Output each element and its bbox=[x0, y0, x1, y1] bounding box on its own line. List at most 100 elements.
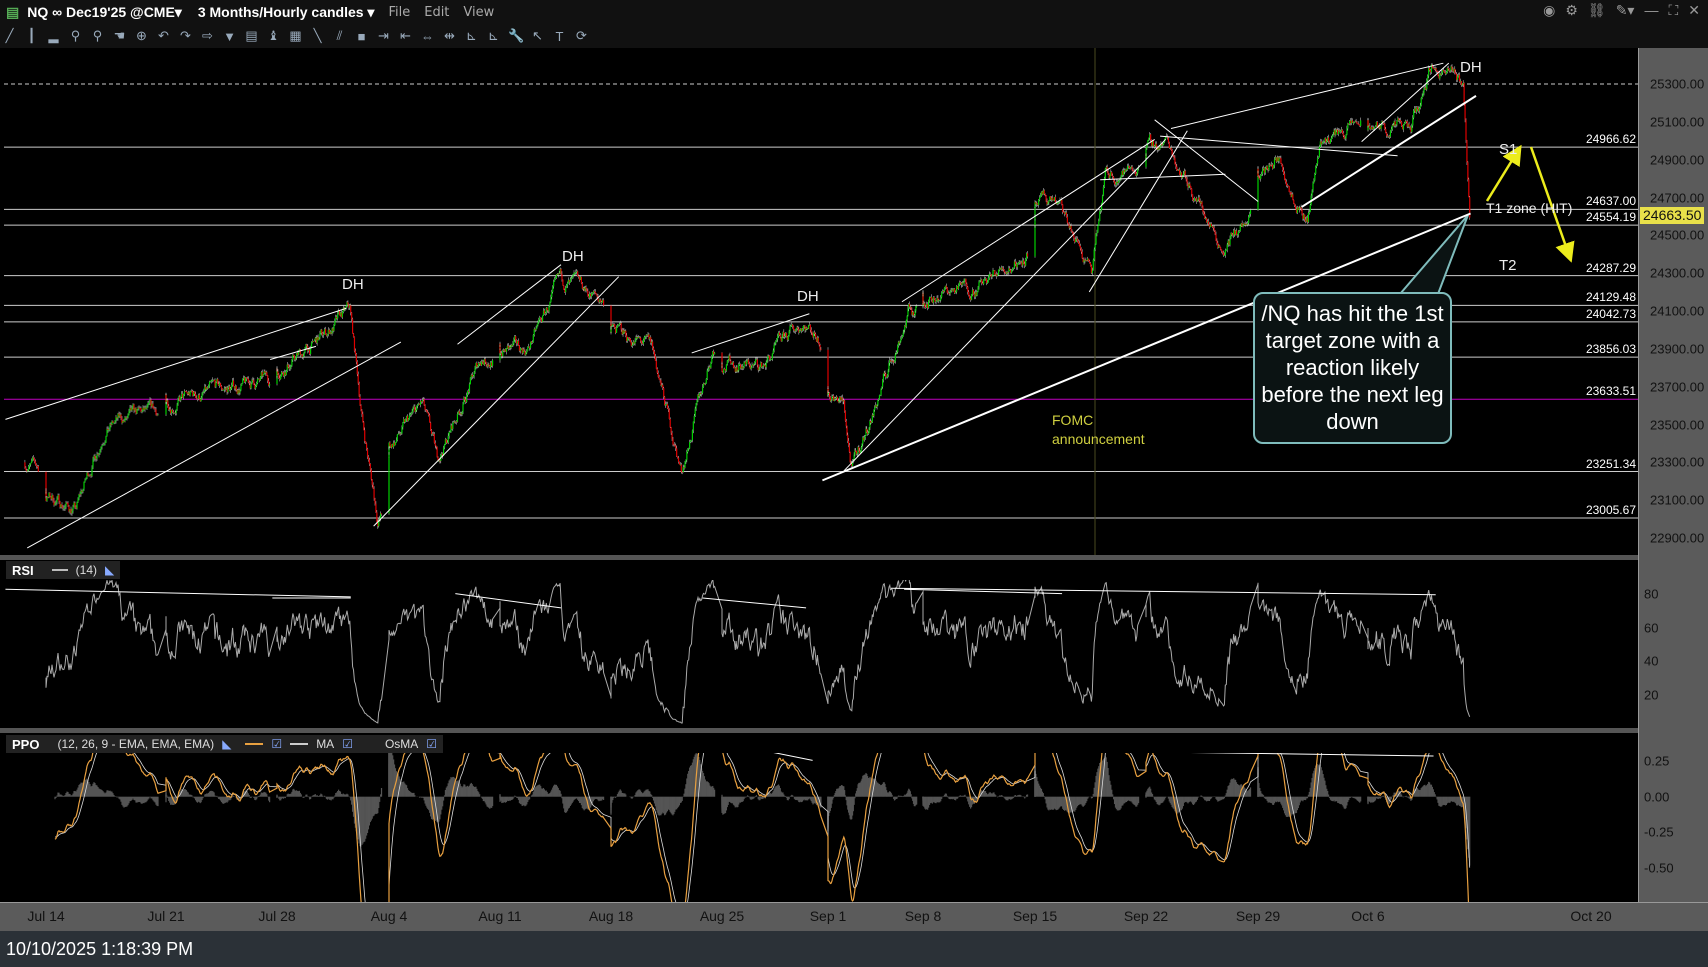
level-label: 23633.51 bbox=[1585, 384, 1636, 399]
time-tick-label: Aug 4 bbox=[370, 908, 408, 924]
fomc-label-line: FOMC bbox=[1052, 412, 1094, 428]
timestamp: 10/10/2025 1:18:39 PM bbox=[6, 939, 194, 959]
ppo-title: PPO bbox=[12, 736, 40, 752]
minimize-icon[interactable]: — bbox=[1644, 2, 1659, 18]
osma-label: OsMA bbox=[384, 737, 419, 751]
price-tick-label: 24500.00 bbox=[1650, 227, 1705, 243]
price-tick-label: 24100.00 bbox=[1650, 303, 1705, 319]
ppo-panel[interactable] bbox=[0, 733, 1638, 902]
record-icon[interactable]: ◉ bbox=[1543, 2, 1556, 18]
price-tick-label: 23500.00 bbox=[1650, 417, 1705, 432]
price-axis[interactable] bbox=[1638, 48, 1708, 902]
forward-icon[interactable]: ⇨ bbox=[202, 28, 213, 43]
panel-divider[interactable] bbox=[0, 728, 1638, 733]
level-label: 24042.73 bbox=[1585, 306, 1636, 321]
ppo-params: (12, 26, 9 - EMA, EMA, EMA) bbox=[57, 737, 215, 751]
rsi-title: RSI bbox=[12, 562, 34, 578]
level-label: 23856.03 bbox=[1585, 342, 1636, 357]
cursor-icon[interactable]: ↖ bbox=[532, 28, 543, 43]
fomc-label-line: announcement bbox=[1052, 431, 1145, 447]
trendline-icon[interactable]: ╲ bbox=[313, 28, 322, 43]
hand-icon[interactable]: ☚ bbox=[113, 28, 126, 43]
strategy-icon[interactable]: ♝ bbox=[267, 28, 280, 43]
rsi-tick-label: 80 bbox=[1644, 586, 1659, 602]
level-label: 24966.62 bbox=[1585, 132, 1636, 147]
time-tick-label: Sep 15 bbox=[1012, 908, 1058, 924]
maximize-icon[interactable]: ⛶ bbox=[1668, 2, 1679, 18]
fomc-label: FOMC announcement bbox=[1052, 411, 1145, 449]
expand-right-icon[interactable]: ⇥ bbox=[378, 28, 389, 43]
zoom-out-icon[interactable]: ⚲ bbox=[92, 28, 103, 43]
ppo-tick-label: 0.00 bbox=[1644, 789, 1670, 805]
rsi-line-swatch bbox=[51, 569, 68, 571]
scale-icon[interactable]: ⊾ bbox=[466, 28, 477, 43]
dropdown-icon[interactable]: ▼ bbox=[223, 28, 236, 44]
expand-left-icon[interactable]: ⇤ bbox=[400, 28, 411, 43]
dh-label: DH bbox=[1460, 59, 1482, 76]
time-tick-label: Sep 8 bbox=[904, 908, 942, 924]
undo-icon[interactable]: ↶ bbox=[158, 28, 169, 43]
symbol-selector[interactable]: NQ ∞ Dec19'25 @CME▾ bbox=[27, 3, 182, 20]
price-tick-label: 23100.00 bbox=[1650, 492, 1705, 508]
last-price-badge: 24663.50 bbox=[1640, 207, 1705, 224]
menu-edit[interactable]: Edit bbox=[424, 4, 450, 20]
bars-icon[interactable]: ┃ bbox=[27, 28, 36, 43]
price-tick-label: 25300.00 bbox=[1650, 76, 1705, 92]
ppo-tick-label: 0.25 bbox=[1644, 753, 1670, 769]
rsi-params: (14) bbox=[75, 563, 98, 577]
ma-checkbox[interactable]: ☑ bbox=[342, 737, 353, 751]
menu-file[interactable]: File bbox=[388, 4, 411, 20]
redo-icon[interactable]: ↷ bbox=[180, 28, 191, 43]
price-tick-label: 23900.00 bbox=[1650, 341, 1705, 357]
osma-checkbox[interactable]: ☑ bbox=[426, 737, 438, 751]
settings-icon[interactable]: ◣ bbox=[222, 737, 232, 751]
wrench-icon[interactable]: 🔧 bbox=[508, 28, 525, 43]
panel-divider[interactable] bbox=[0, 555, 1638, 560]
settings-icon[interactable]: ◣ bbox=[105, 563, 115, 577]
drawing-icon[interactable]: ╱ bbox=[5, 28, 14, 43]
channel-icon[interactable]: ⫽ bbox=[336, 28, 343, 43]
time-tick-label: Jul 28 bbox=[258, 908, 296, 924]
time-tick-label: Sep 22 bbox=[1123, 908, 1169, 924]
menu-view[interactable]: View bbox=[463, 4, 495, 20]
price-tick-label: 23700.00 bbox=[1650, 379, 1705, 395]
refresh-icon[interactable]: ⟳ bbox=[576, 28, 587, 43]
dh-label: DH bbox=[562, 248, 584, 265]
time-tick-label: Aug 11 bbox=[478, 908, 522, 924]
text-icon[interactable]: T bbox=[555, 28, 564, 44]
time-axis[interactable] bbox=[0, 902, 1708, 931]
dh-label: DH bbox=[797, 288, 819, 305]
time-tick-label: Oct 20 bbox=[1570, 908, 1612, 924]
volume-icon[interactable]: ▂ bbox=[48, 28, 59, 43]
time-tick-label: Sep 29 bbox=[1235, 908, 1281, 924]
rsi-tick-label: 60 bbox=[1644, 620, 1659, 636]
crosshair-icon[interactable]: ⊕ bbox=[136, 28, 147, 43]
time-tick-label: Aug 18 bbox=[588, 908, 634, 924]
t2-label: T2 bbox=[1499, 257, 1517, 274]
toolbar: ╱ ┃ ▂ ⚲ ⚲ ☚ ⊕ ↶ ↷ ⇨ ▼ ▤ ♝ ▦ ╲ ⫽ ■ ⇥ ⇤ ⇔ ⇹ ⊾ ⊾ 🔧 ↖ T ⟳ bbox=[0, 24, 1708, 48]
close-icon[interactable]: ✕ bbox=[1688, 2, 1700, 18]
t1-label: T1 zone (HIT) bbox=[1486, 200, 1573, 216]
ppo-checkbox[interactable]: ☑ bbox=[271, 737, 283, 751]
pin-icon[interactable]: ✎▾ bbox=[1615, 2, 1635, 18]
ma-line-swatch bbox=[290, 743, 309, 745]
ppo-tick-label: -0.50 bbox=[1644, 860, 1674, 876]
ma-label: MA bbox=[316, 737, 335, 751]
rsi-tick-label: 20 bbox=[1644, 687, 1659, 703]
scale-alt-icon[interactable]: ⊾ bbox=[488, 28, 499, 43]
time-tick-label: Jul 21 bbox=[147, 908, 185, 924]
ppo-line-swatch bbox=[245, 743, 264, 745]
studies-icon[interactable]: ▤ bbox=[245, 28, 258, 43]
zoom-in-icon[interactable]: ⚲ bbox=[70, 28, 81, 43]
center-icon[interactable]: ⇔ bbox=[421, 28, 434, 44]
link-icon[interactable]: ⛓ bbox=[1587, 2, 1606, 18]
split-icon[interactable]: ⇹ bbox=[444, 28, 455, 43]
level-label: 23251.34 bbox=[1585, 456, 1636, 471]
gear-icon[interactable]: ⚙ bbox=[1565, 2, 1578, 18]
rsi-panel[interactable] bbox=[0, 560, 1638, 728]
ppo-tick-label: -0.25 bbox=[1644, 824, 1674, 840]
pattern-icon[interactable]: ▦ bbox=[289, 28, 302, 43]
level-label: 24129.48 bbox=[1585, 290, 1636, 305]
box-icon[interactable]: ■ bbox=[357, 28, 366, 44]
period-selector[interactable]: 3 Months/Hourly candles ▾ bbox=[197, 3, 375, 20]
